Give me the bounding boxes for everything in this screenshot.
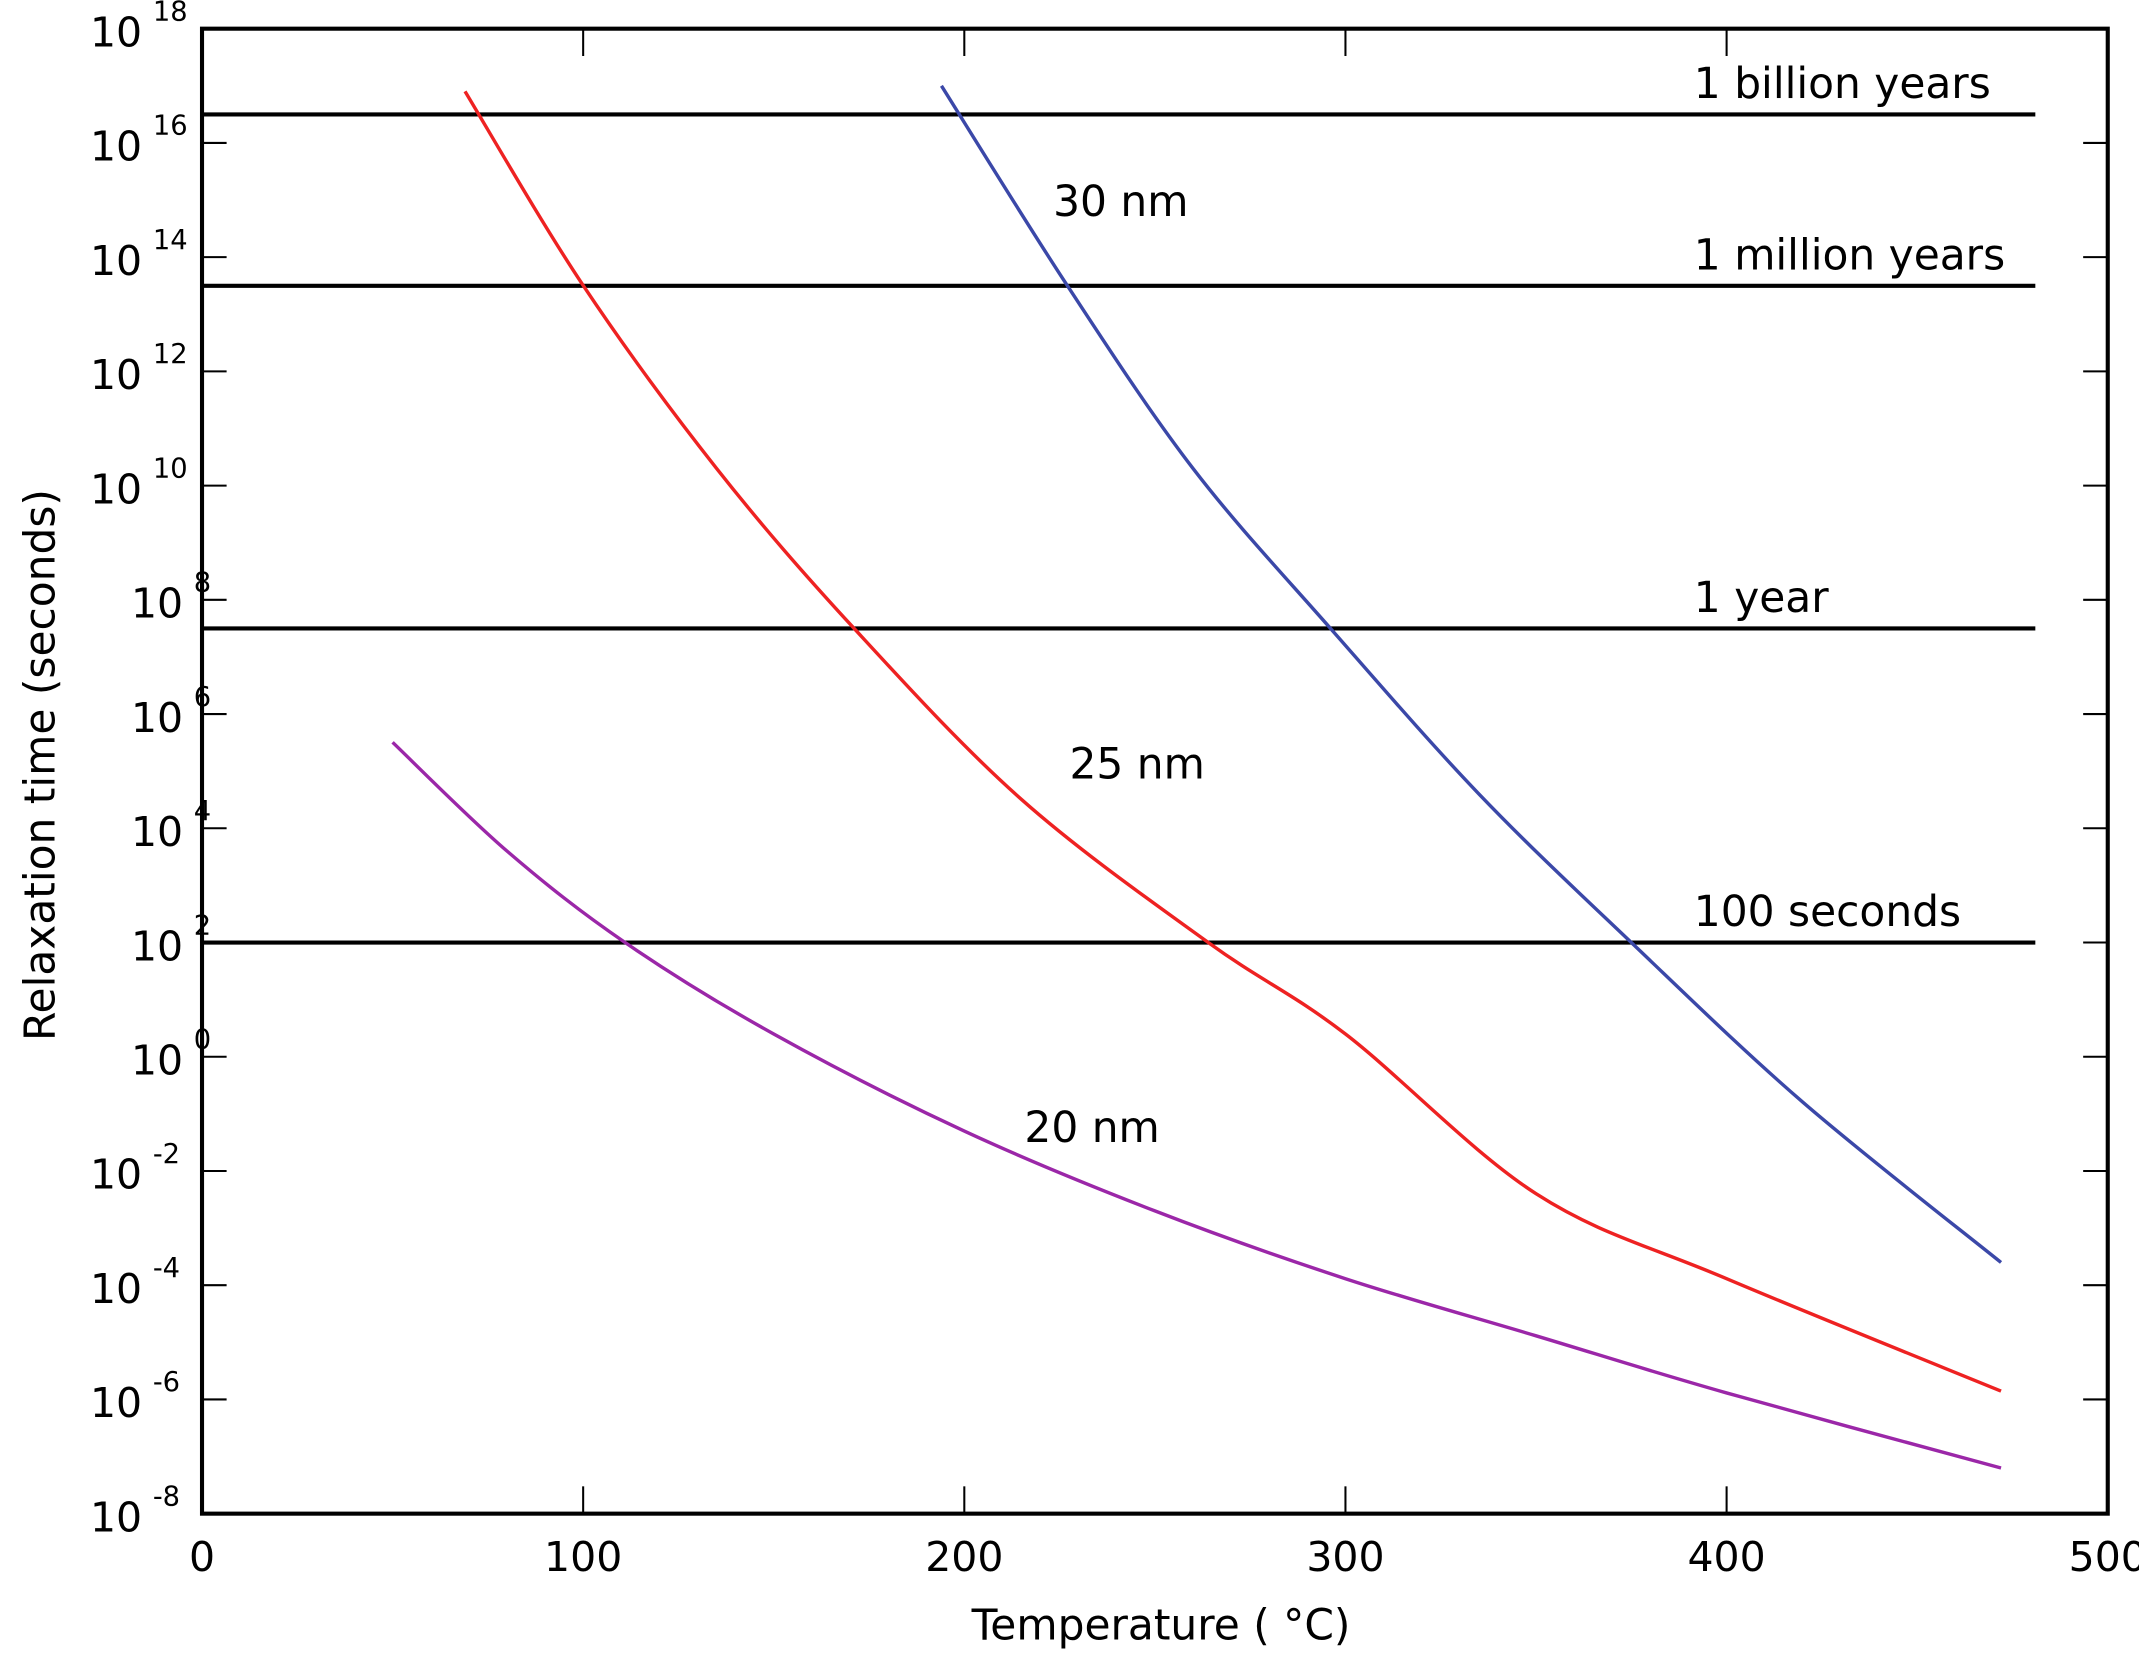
y-tick-base: 10 bbox=[90, 465, 142, 513]
y-tick-exponent: -4 bbox=[153, 1253, 180, 1284]
x-tick-label: 0 bbox=[189, 1533, 215, 1581]
series-line-30-nm bbox=[939, 84, 2003, 1264]
y-tick-base: 10 bbox=[90, 123, 142, 171]
y-tick-exponent: 12 bbox=[153, 339, 188, 370]
x-tick-label: 100 bbox=[544, 1533, 622, 1581]
y-tick-base: 10 bbox=[131, 694, 183, 742]
y-tick-exponent: 16 bbox=[153, 111, 188, 142]
y-tick-base: 10 bbox=[90, 237, 142, 285]
reference-line-label: 1 year bbox=[1694, 573, 1829, 622]
y-tick-exponent: 14 bbox=[153, 225, 188, 256]
y-tick-base: 10 bbox=[90, 1493, 142, 1541]
y-tick-base: 10 bbox=[131, 1037, 183, 1085]
y-tick-exponent: 10 bbox=[153, 453, 188, 484]
y-tick-exponent: -8 bbox=[153, 1481, 180, 1512]
series-line-20-nm bbox=[391, 741, 2002, 1470]
y-tick-base: 10 bbox=[90, 8, 142, 56]
series-line-25-nm bbox=[463, 90, 2002, 1393]
y-tick-base: 10 bbox=[90, 1151, 142, 1199]
y-tick-base: 10 bbox=[131, 808, 183, 856]
series-label: 25 nm bbox=[1070, 740, 1205, 789]
y-tick-base: 10 bbox=[90, 1379, 142, 1427]
x-tick-label: 500 bbox=[2069, 1533, 2139, 1581]
reference-line-label: 1 million years bbox=[1694, 230, 2005, 279]
x-tick-label: 300 bbox=[1306, 1533, 1384, 1581]
x-tick-label: 200 bbox=[925, 1533, 1003, 1581]
y-tick-exponent: 18 bbox=[153, 0, 188, 27]
series-label: 20 nm bbox=[1024, 1103, 1159, 1152]
plot-frame bbox=[199, 26, 2110, 1516]
y-tick-exponent: -6 bbox=[153, 1367, 180, 1398]
series-lines: 30 nm 25 nm 20 nm bbox=[391, 84, 2003, 1470]
reference-lines: 1 billion years 1 million years 1 year 100 … bbox=[202, 59, 2036, 945]
y-tick-base: 10 bbox=[90, 1265, 142, 1313]
series-label: 30 nm bbox=[1053, 177, 1188, 226]
axis-ticks: 0100200300400500101810161014101210101081… bbox=[90, 0, 2139, 1581]
reference-line-label: 100 seconds bbox=[1694, 887, 1961, 936]
y-axis-label: Relaxation time (seconds) bbox=[15, 489, 64, 1041]
reference-line-label: 1 billion years bbox=[1694, 59, 1991, 108]
x-axis-label: Temperature ( °C) bbox=[971, 1600, 1351, 1649]
x-tick-label: 400 bbox=[1688, 1533, 1766, 1581]
y-tick-base: 10 bbox=[131, 580, 183, 628]
y-tick-base: 10 bbox=[131, 922, 183, 970]
y-tick-base: 10 bbox=[90, 351, 142, 399]
y-tick-exponent: -2 bbox=[153, 1139, 180, 1170]
